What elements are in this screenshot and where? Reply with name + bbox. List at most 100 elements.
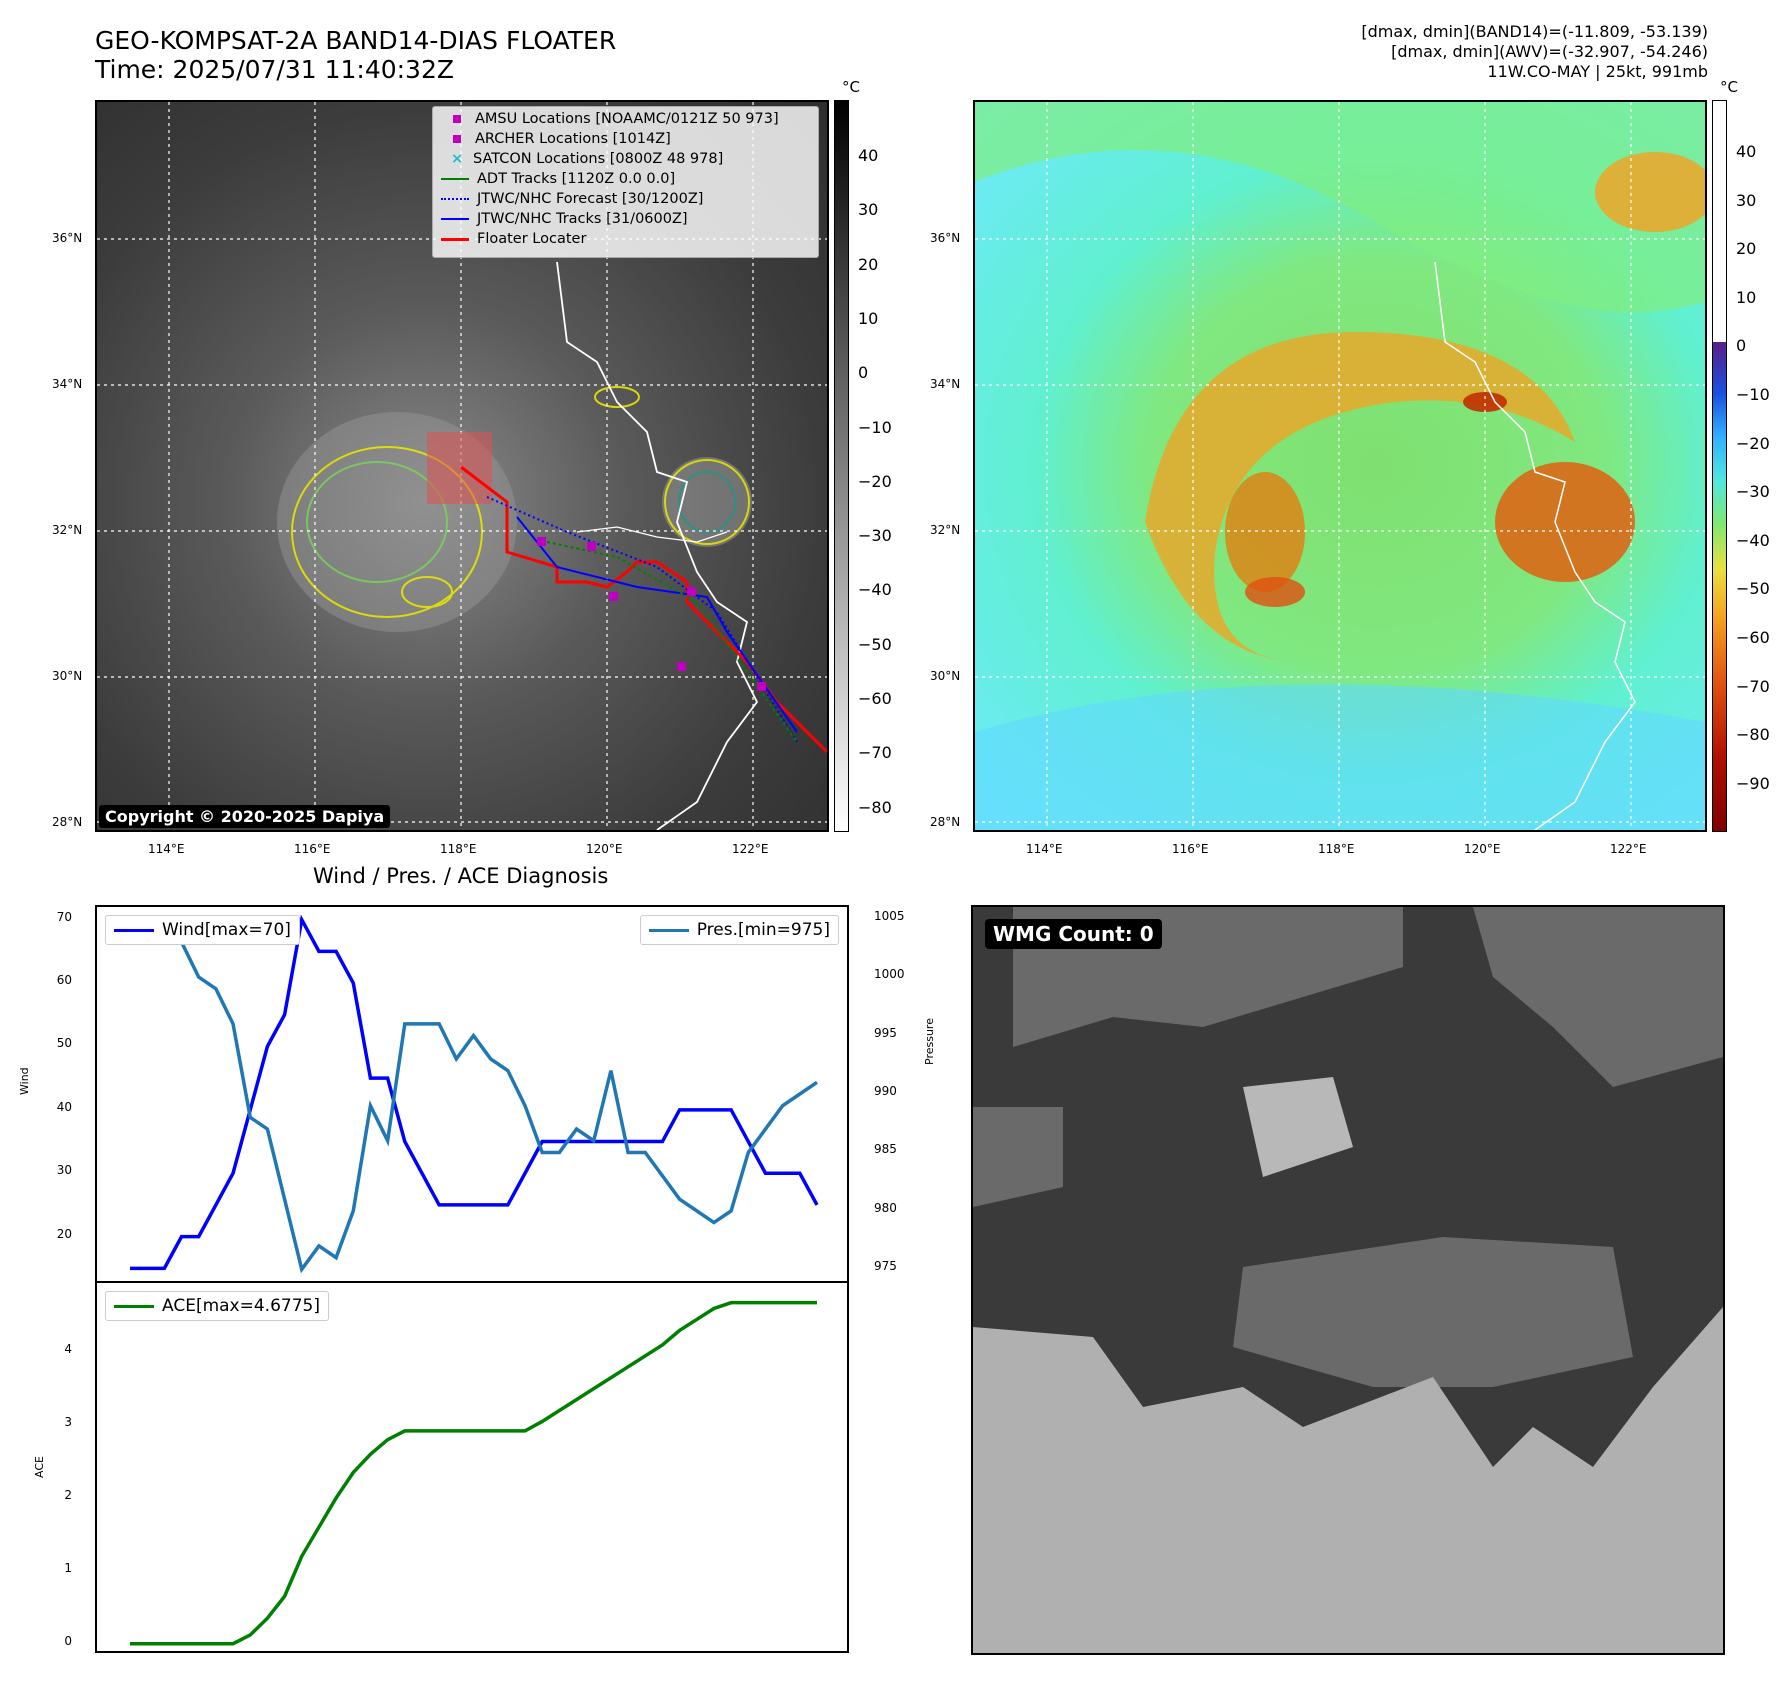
wmg-light-region-bottom [973, 1307, 1723, 1653]
wind-axis-label: Wind [18, 1067, 31, 1095]
lat-label: 32°N [52, 523, 83, 537]
pressure-tick-label: 1005 [874, 908, 905, 923]
wmg-count-badge: WMG Count: 0 [985, 919, 1162, 949]
pressure-tick-label: 985 [874, 1142, 897, 1157]
lat-label: 30°N [930, 669, 961, 683]
lon-label: 122°E [732, 842, 769, 856]
lon-label: 114°E [148, 842, 185, 856]
info-line-3: 11W.CO-MAY | 25kt, 991mb [1487, 62, 1708, 81]
pressure-tick-label: 990 [874, 1084, 897, 1098]
colorbar-tick-label: −80 [1736, 725, 1770, 745]
x-marker-icon: × [451, 151, 464, 167]
wind-tick-label: 30 [56, 1163, 72, 1178]
colorbar-tick-label: −20 [1736, 433, 1770, 453]
awv-satellite-map [973, 100, 1707, 832]
ace-tick-label: 1 [64, 1560, 72, 1575]
wmg-panel: WMG Count: 0 [971, 905, 1725, 1655]
colorbar-tick-label: −50 [1736, 579, 1770, 599]
solid-line-icon [441, 178, 469, 180]
lat-label: 32°N [930, 523, 961, 537]
colorbar-tick-label: −30 [858, 526, 892, 546]
lat-label: 34°N [930, 377, 961, 391]
wind-tick-label: 40 [56, 1099, 72, 1114]
colorbar-tick-label: −40 [1736, 530, 1770, 550]
stats-info: [dmax, dmin](BAND14)=(-11.809, -53.139) … [1361, 22, 1708, 82]
ace-tick-label: 3 [64, 1415, 72, 1430]
lon-label: 122°E [1610, 842, 1647, 856]
colorbar-tick-label: 0 [1736, 336, 1747, 356]
wind-tick-label: 50 [56, 1036, 72, 1051]
wmg-mid-region-left [973, 1107, 1063, 1207]
lon-label: 116°E [294, 842, 331, 856]
wmg-light-patch [1243, 1077, 1353, 1177]
title-line-1: GEO-KOMPSAT-2A BAND14-DIAS FLOATER [95, 26, 617, 55]
ace-line-icon [114, 1304, 154, 1308]
colorbar-tick-label: 0 [858, 363, 869, 383]
legend-amsu: AMSU Locations [NOAAMC/0121Z 50 973] [475, 111, 779, 127]
colorbar-tick-label: 20 [858, 254, 879, 274]
diagnosis-title: Wind / Pres. / ACE Diagnosis [313, 864, 609, 888]
pressure-tick-label: 975 [874, 1259, 897, 1274]
right-colorbar-unit: °C [1720, 78, 1738, 96]
lon-label: 120°E [1464, 842, 1501, 856]
dry-swirl-region [1145, 332, 1575, 662]
floater-locater-track [460, 465, 827, 754]
amsu-archer-markers [537, 537, 766, 691]
ace-axis-label: ACE [33, 1456, 46, 1478]
left-colorbar [834, 100, 849, 832]
lat-label: 30°N [52, 669, 83, 683]
colorbar-tick-label: −20 [858, 471, 892, 491]
wind-tick-label: 60 [56, 973, 72, 988]
legend-floater: Floater Locater [477, 231, 587, 247]
pressure-tick-label: 1000 [874, 967, 905, 982]
ace-legend: ACE[max=4.6775] [105, 1291, 329, 1321]
lon-label: 116°E [1172, 842, 1209, 856]
colorbar-tick-label: 20 [1736, 239, 1757, 259]
lat-label: 28°N [52, 815, 83, 829]
lat-label: 36°N [52, 231, 83, 245]
colorbar-tick-label: −90 [1736, 773, 1770, 793]
colorbar-tick-label: 10 [1736, 287, 1757, 307]
pressure-axis-label: Pressure [923, 1018, 936, 1065]
legend-jtwc-forecast: JTWC/NHC Forecast [30/1200Z] [477, 191, 704, 207]
map-legend: AMSU Locations [NOAAMC/0121Z 50 973] ARC… [432, 106, 819, 258]
blue-band [975, 684, 1705, 830]
right-colorbar [1712, 100, 1727, 832]
lon-label: 120°E [586, 842, 623, 856]
lon-label: 118°E [440, 842, 477, 856]
legend-adt: ADT Tracks [1120Z 0.0 0.0] [477, 171, 676, 187]
wmg-mid-region-right [1473, 907, 1723, 1087]
dotted-line-icon [441, 198, 469, 200]
lat-label: 28°N [930, 815, 961, 829]
pressure-line-icon [648, 928, 689, 932]
colorbar-tick-label: −70 [1736, 676, 1770, 696]
moist-band [975, 102, 1705, 312]
colorbar-tick-label: −70 [858, 743, 892, 763]
wind-line-icon [114, 928, 154, 932]
colorbar-tick-label: −10 [1736, 385, 1770, 404]
wind-tick-label: 70 [56, 909, 72, 924]
wind-series-line [130, 914, 819, 1271]
colorbar-tick-label: −30 [1736, 482, 1770, 502]
colorbar-tick-label: 40 [858, 146, 879, 165]
colorbar-tick-label: −80 [858, 797, 892, 817]
colorbar-tick-label: −50 [858, 634, 892, 654]
colorbar-tick-label: −60 [1736, 628, 1770, 647]
pressure-tick-label: 995 [874, 1025, 897, 1040]
floater-box [427, 432, 492, 504]
info-line-1: [dmax, dmin](BAND14)=(-11.809, -53.139) [1361, 22, 1708, 41]
lon-label: 118°E [1318, 842, 1355, 856]
ace-panel: ACE[max=4.6775] [95, 1281, 849, 1653]
colorbar-tick-label: −60 [858, 689, 892, 708]
lat-label: 36°N [930, 231, 961, 245]
info-line-2: [dmax, dmin](AWV)=(-32.907, -54.246) [1391, 42, 1708, 61]
colorbar-tick-label: −40 [858, 580, 892, 600]
square-marker-icon [453, 115, 461, 123]
colorbar-tick-label: 30 [1736, 190, 1757, 210]
copyright-badge: Copyright © 2020-2025 Dapiya [99, 805, 391, 828]
pressure-tick-label: 980 [874, 1200, 897, 1215]
colorbar-tick-label: 40 [1736, 142, 1757, 161]
wmg-mid-region-center [1233, 1237, 1633, 1387]
wind-tick-label: 20 [56, 1226, 72, 1241]
wind-legend: Wind[max=70] [105, 915, 300, 945]
